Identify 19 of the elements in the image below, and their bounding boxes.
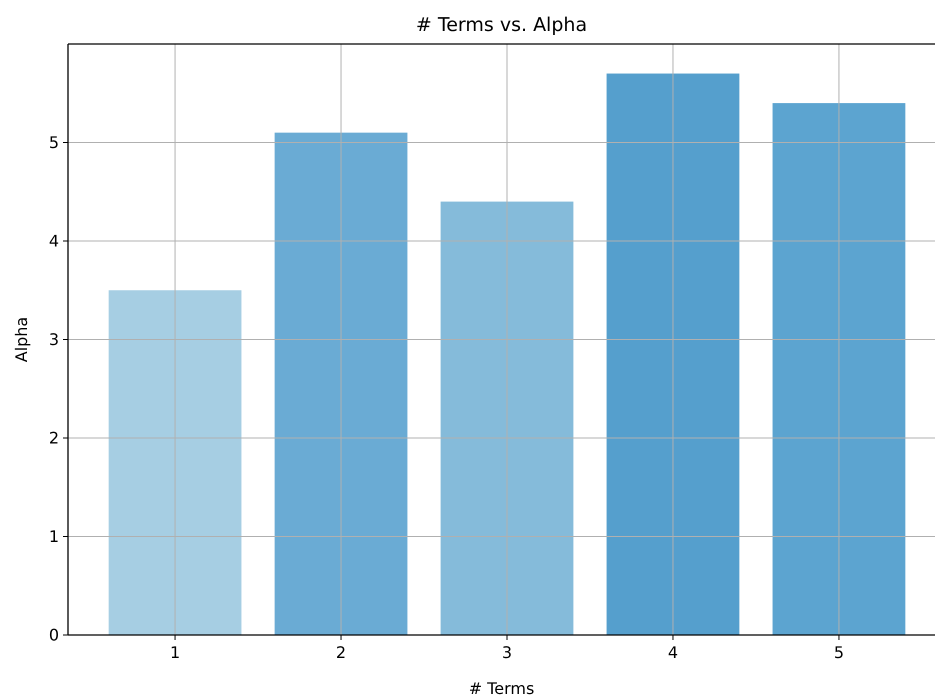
x-tick-label: 5 xyxy=(834,643,844,662)
x-tick-label: 3 xyxy=(502,643,512,662)
y-tick-label: 0 xyxy=(48,626,59,645)
bar xyxy=(606,74,740,635)
y-tick-label: 1 xyxy=(48,527,59,546)
x-tick-label: 2 xyxy=(336,643,346,662)
y-axis-title: Alpha xyxy=(12,316,31,362)
bar xyxy=(440,202,574,635)
x-axis-title: # Terms xyxy=(468,679,534,698)
bar xyxy=(108,290,242,635)
bar xyxy=(772,103,906,635)
chart-title: # Terms vs. Alpha xyxy=(416,14,588,36)
y-tick-label: 4 xyxy=(48,232,59,251)
x-tick-label: 1 xyxy=(170,643,180,662)
x-tick-label: 4 xyxy=(668,643,678,662)
bar xyxy=(274,132,408,635)
y-tick-label: 5 xyxy=(48,133,59,152)
y-tick-label: 2 xyxy=(48,428,59,448)
y-tick-label: 3 xyxy=(48,330,59,350)
